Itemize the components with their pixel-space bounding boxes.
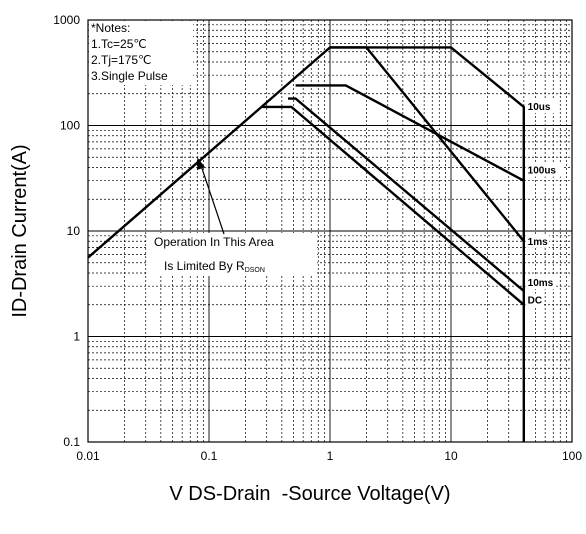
series-line-100us bbox=[295, 84, 525, 182]
rdson-annotation: Operation In This Area Is Limited By RDS… bbox=[147, 157, 317, 276]
annotation-arrow-line bbox=[199, 163, 225, 235]
series-label-100us: 100us bbox=[528, 166, 557, 177]
series-label-background bbox=[525, 276, 556, 290]
annotation-rdson-subscript: DSON bbox=[245, 267, 265, 274]
series-label-background bbox=[525, 234, 550, 248]
annotation-line-2-text: Is Limited By R bbox=[164, 259, 245, 273]
x-axis-title: V DS-Drain -Source Voltage(V) bbox=[169, 483, 450, 505]
y-tick-label: 1000 bbox=[53, 13, 80, 27]
annotation-line-1: Operation In This Area bbox=[154, 235, 274, 249]
annotation-arrow-head bbox=[197, 157, 205, 170]
series-label-background bbox=[525, 100, 556, 114]
series-label-10ms: 10ms bbox=[528, 278, 554, 289]
note-single-pulse: 3.Single Pulse bbox=[91, 69, 168, 83]
y-tick-label: 100 bbox=[60, 119, 80, 133]
y-tick-label: 0.1 bbox=[63, 435, 80, 449]
note-heading: *Notes: bbox=[91, 21, 130, 35]
x-tick-label: 10 bbox=[444, 449, 458, 463]
annotation-line-2: Is Limited By RDSON bbox=[164, 259, 265, 274]
y-tick-label: 1 bbox=[73, 330, 80, 344]
x-tick-label: 1 bbox=[327, 449, 334, 463]
y-tick-label: 10 bbox=[67, 224, 81, 238]
series-label-10us: 10us bbox=[528, 102, 551, 113]
plot-frame bbox=[87, 19, 573, 443]
series-label-background bbox=[525, 293, 543, 307]
series-line-10us bbox=[87, 46, 525, 442]
series-label-dc: DC bbox=[528, 296, 542, 307]
annotation-background bbox=[147, 233, 317, 276]
series-label-background bbox=[525, 163, 563, 177]
notes-background bbox=[89, 21, 193, 85]
series-label-1ms: 1ms bbox=[528, 237, 548, 248]
series-group bbox=[87, 46, 525, 442]
series-line-10ms bbox=[288, 97, 525, 292]
x-tick-label: 0.01 bbox=[76, 449, 100, 463]
series-labels: 10us 100us 1ms 10ms DC bbox=[525, 100, 563, 307]
series-line-1ms bbox=[330, 46, 525, 242]
x-tick-label: 100 bbox=[562, 449, 582, 463]
x-tick-label: 0.1 bbox=[201, 449, 218, 463]
series-line-dc bbox=[261, 105, 525, 306]
note-case-temperature: 1.Tc=25℃ bbox=[91, 37, 147, 51]
y-axis-title: ID-Drain Current(A) bbox=[9, 144, 31, 317]
notes-block: *Notes: 1.Tc=25℃ 2.Tj=175℃ 3.Single Puls… bbox=[89, 21, 193, 85]
note-junction-temperature: 2.Tj=175℃ bbox=[91, 53, 152, 67]
